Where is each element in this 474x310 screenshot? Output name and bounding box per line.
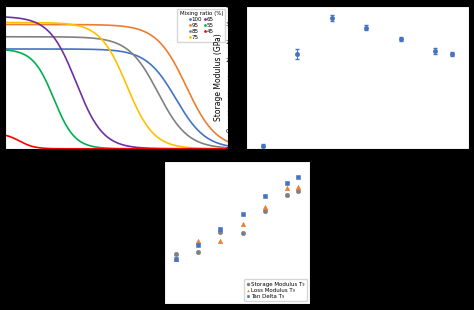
Point — [194, 250, 202, 255]
Legend: 100, 95, 85, 75, 65, 55, 45: 100, 95, 85, 75, 65, 55, 45 — [177, 9, 225, 42]
Point — [194, 239, 202, 244]
Point — [217, 239, 224, 244]
Point — [217, 229, 224, 234]
Point — [261, 205, 269, 210]
Y-axis label: T₉ (°C): T₉ (°C) — [135, 220, 144, 245]
Point — [239, 221, 246, 226]
Point — [172, 256, 179, 261]
X-axis label: Mixing ratio (%): Mixing ratio (%) — [327, 163, 388, 172]
Point — [172, 256, 179, 261]
Legend: Storage Modulus T₉, Loss Modulus T₉, Tan Delta T₉: Storage Modulus T₉, Loss Modulus T₉, Tan… — [245, 279, 307, 301]
Y-axis label: Storage Modulus (GPa): Storage Modulus (GPa) — [214, 33, 223, 122]
Point — [295, 175, 302, 179]
Point — [283, 186, 291, 191]
Point — [172, 251, 179, 256]
Point — [194, 243, 202, 248]
Point — [261, 193, 269, 198]
Point — [295, 184, 302, 189]
Point — [239, 212, 246, 217]
Point — [283, 181, 291, 186]
Point — [283, 193, 291, 198]
Point — [261, 209, 269, 214]
Point — [239, 230, 246, 235]
Point — [295, 188, 302, 193]
Point — [217, 226, 224, 231]
X-axis label: Temperature (°C): Temperature (°C) — [83, 163, 149, 172]
